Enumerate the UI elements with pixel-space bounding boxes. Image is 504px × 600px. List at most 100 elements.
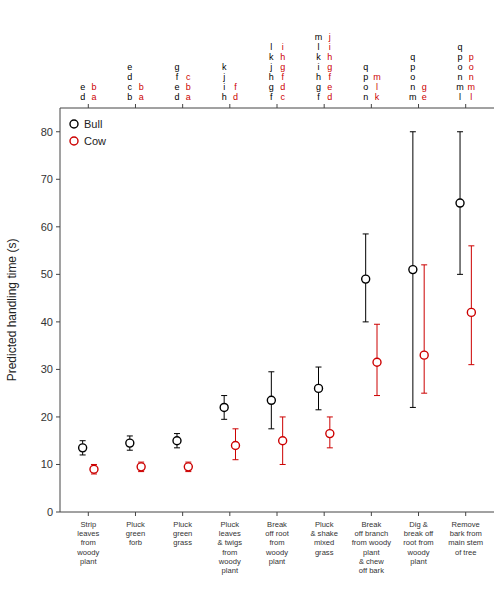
y-tick-label: 80: [41, 126, 53, 138]
group-letter: e: [127, 62, 132, 72]
group-letter: b: [139, 82, 144, 92]
group-letter: g: [174, 62, 179, 72]
group-letter: o: [458, 62, 463, 72]
x-tick: [418, 512, 419, 516]
point: [326, 430, 334, 438]
letter-panel-tick: [418, 104, 419, 108]
point: [456, 199, 464, 207]
group-letter: q: [458, 42, 463, 52]
error-bar: [232, 429, 238, 460]
group-letter: k: [316, 52, 321, 62]
group-letter: d: [233, 92, 238, 102]
legend: Bull Cow: [70, 118, 106, 147]
legend-label: Bull: [84, 118, 102, 130]
group-letter: j: [222, 72, 225, 82]
point: [315, 384, 323, 392]
error-bar: [421, 265, 427, 393]
group-letter: e: [422, 92, 427, 102]
group-letter: q: [363, 62, 368, 72]
y-axis-label: Predicted handling time (s): [5, 239, 19, 382]
letter-panel-tick: [182, 104, 183, 108]
x-tick-label: Pluckleaves& twigsfromwoodyplant: [218, 520, 243, 575]
group-letter: l: [470, 92, 472, 102]
error-bar: [91, 464, 97, 474]
group-letter: d: [127, 72, 132, 82]
point: [420, 351, 428, 359]
x-tick: [371, 512, 372, 516]
point: [231, 441, 239, 449]
x-tick-label: Breakoff branchfrom woodyplant& chewoff …: [352, 520, 391, 575]
group-letter: m: [456, 82, 464, 92]
group-letter: n: [469, 72, 474, 82]
point: [90, 465, 98, 473]
group-letter: m: [315, 32, 323, 42]
point: [467, 308, 475, 316]
group-letter: n: [363, 92, 368, 102]
y-tick: [56, 369, 60, 370]
legend-label: Cow: [84, 135, 106, 147]
y-tick: [56, 512, 60, 513]
y-axis-line: [60, 108, 61, 512]
letter-panel-tick: [135, 104, 136, 108]
group-letter: k: [269, 52, 274, 62]
error-bar: [138, 462, 144, 472]
group-letter: l: [318, 42, 320, 52]
letter-panel-tick: [277, 104, 278, 108]
group-letter: l: [376, 82, 378, 92]
group-letter: p: [469, 52, 474, 62]
group-letter: g: [422, 82, 427, 92]
error-bar: [185, 462, 191, 472]
group-letter: h: [222, 92, 227, 102]
group-letter: d: [174, 92, 179, 102]
x-tick: [277, 512, 278, 516]
error-bar: [410, 132, 416, 408]
error-bar: [268, 372, 274, 429]
point: [184, 463, 192, 471]
group-letter: b: [186, 82, 191, 92]
y-tick-label: 20: [41, 411, 53, 423]
group-letter: c: [128, 82, 133, 92]
x-tick-label: Pluckgreenforb: [126, 520, 145, 547]
group-letter: j: [328, 32, 331, 42]
x-tick-label: Stripleavesfromwoodyplant: [76, 520, 99, 566]
y-tick-label: 50: [41, 268, 53, 280]
group-letter: m: [373, 72, 381, 82]
point: [173, 437, 181, 445]
legend-marker: [70, 137, 78, 145]
group-letter: d: [327, 92, 332, 102]
group-letter: m: [468, 82, 476, 92]
x-tick: [88, 512, 89, 516]
y-tick: [56, 274, 60, 275]
error-bar: [327, 417, 333, 448]
group-letter: e: [80, 82, 85, 92]
group-letter: j: [269, 62, 272, 72]
marks: [79, 132, 476, 474]
group-letter: q: [410, 52, 415, 62]
error-bar: [174, 434, 180, 448]
error-bar: [221, 396, 227, 420]
x-tick-label: Dig &break offroot fromwoodyplant: [403, 520, 434, 566]
group-letter: f: [281, 72, 284, 82]
group-letter: o: [410, 72, 415, 82]
group-letter: e: [174, 82, 179, 92]
y-tick-label: 70: [41, 173, 53, 185]
point: [126, 439, 134, 447]
letter-panel-tick: [324, 104, 325, 108]
chart: 01020304050607080Predicted handling time…: [0, 0, 504, 600]
group-letter: g: [316, 82, 321, 92]
group-letter: f: [176, 72, 179, 82]
y-tick: [56, 179, 60, 180]
group-letter: g: [269, 82, 274, 92]
group-letter: g: [327, 62, 332, 72]
group-letter: p: [410, 62, 415, 72]
y-tick-label: 40: [41, 316, 53, 328]
group-letter: i: [318, 62, 320, 72]
point: [362, 275, 370, 283]
x-tick: [182, 512, 183, 516]
error-bar: [468, 246, 474, 365]
group-letter: c: [186, 72, 191, 82]
error-bar: [316, 367, 322, 410]
y-tick-label: 0: [47, 506, 53, 518]
group-letter: k: [222, 62, 227, 72]
group-letter: b: [127, 92, 132, 102]
